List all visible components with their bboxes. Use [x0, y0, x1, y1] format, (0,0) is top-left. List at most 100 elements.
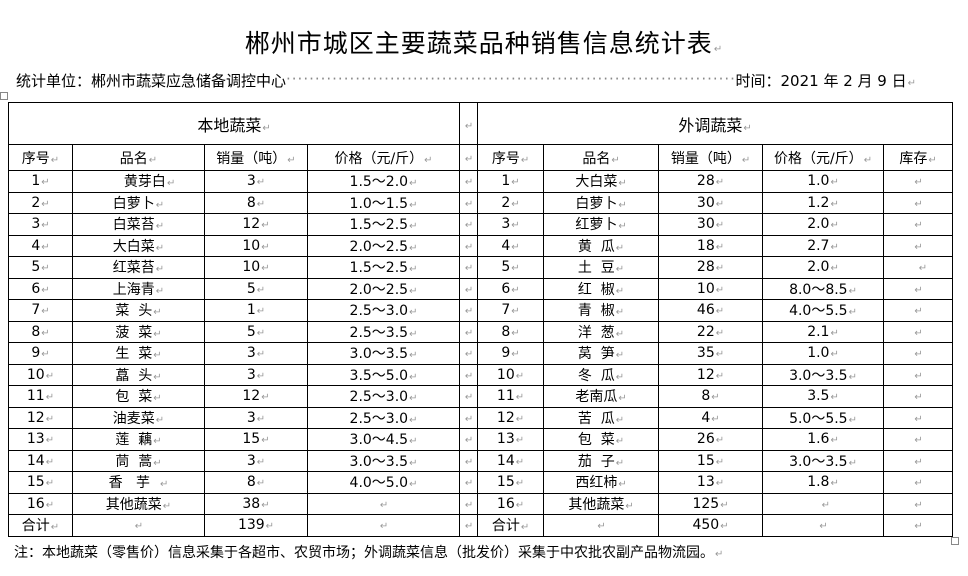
local-price-cell: 3.0～3.5 — [306, 342, 461, 365]
external-seq-cell: 合计 — [477, 514, 545, 537]
external-name-cell: 茄 子 — [543, 449, 660, 472]
table-row: 16其他蔬菜3816其他蔬菜125 — [8, 492, 954, 515]
external-name-cell — [543, 514, 660, 537]
external-name-cell: 冬 瓜 — [543, 363, 660, 386]
spacer-cell — [459, 102, 479, 145]
local-seq-cell: 7 — [8, 299, 73, 322]
table-resize-handle[interactable] — [951, 537, 959, 545]
external-seq-cell: 8 — [477, 320, 545, 343]
spacer-cell — [459, 363, 479, 386]
external-name-cell: 西红柿 — [543, 471, 660, 494]
local-sales-cell: 1 — [204, 299, 308, 322]
external-seq-cell: 5 — [477, 256, 545, 279]
local-sales-cell: 3 — [204, 406, 308, 429]
local-sales-cell: 5 — [204, 277, 308, 300]
external-name-cell: 白萝卜 — [543, 191, 660, 214]
local-seq-cell: 合计 — [8, 514, 73, 537]
document-title: 郴州市城区主要蔬菜品种销售信息统计表 — [0, 24, 968, 60]
external-seq-cell: 1 — [477, 170, 545, 193]
local-seq-cell: 4 — [8, 234, 73, 257]
local-seq-cell: 10 — [8, 363, 73, 386]
external-price-cell — [762, 514, 885, 537]
table-row: 2白萝卜81.0～1.52白萝卜301.2 — [8, 191, 954, 214]
local-name-cell: 大白菜 — [72, 234, 205, 257]
external-stock-cell — [883, 277, 954, 300]
external-seq-cell: 3 — [477, 213, 545, 236]
local-seq-cell: 3 — [8, 213, 73, 236]
external-seq-cell: 6 — [477, 277, 545, 300]
local-sales-cell: 3 — [204, 342, 308, 365]
local-price-cell: 2.5～3.5 — [306, 320, 461, 343]
local-name-cell: 包 菜 — [72, 385, 205, 408]
table-row: 3白菜苔121.5～2.53红萝卜302.0 — [8, 213, 954, 236]
external-price-cell: 2.0 — [762, 213, 885, 236]
table-row: 15香 芋 84.0～5.015西红柿131.8 — [8, 471, 954, 494]
external-column-header: 序号 — [477, 144, 545, 171]
table-row: 合计 139 合计 450 — [8, 514, 954, 537]
local-seq-cell: 1 — [8, 170, 73, 193]
local-price-cell: 4.0～5.0 — [306, 471, 461, 494]
external-seq-cell: 15 — [477, 471, 545, 494]
local-price-cell — [306, 514, 461, 537]
external-seq-cell: 9 — [477, 342, 545, 365]
external-sales-cell: 10 — [658, 277, 764, 300]
external-seq-cell: 16 — [477, 492, 545, 515]
local-seq-cell: 15 — [8, 471, 73, 494]
spacer-cell — [459, 256, 479, 279]
table-row: 8菠 菜52.5～3.58洋 葱222.1 — [8, 320, 954, 343]
local-seq-cell: 8 — [8, 320, 73, 343]
spacer-cell — [459, 144, 479, 171]
local-price-cell: 1.0～1.5 — [306, 191, 461, 214]
external-name-cell: 青 椒 — [543, 299, 660, 322]
external-column-header: 价格（元/斤） — [762, 144, 885, 171]
external-price-cell: 5.0～5.5 — [762, 406, 885, 429]
external-stock-cell — [883, 320, 954, 343]
local-price-cell: 3.0～4.5 — [306, 428, 461, 451]
local-seq-cell: 16 — [8, 492, 73, 515]
table-row: 5红菜苔101.5～2.55土 豆282.0 — [8, 256, 954, 279]
local-name-cell: 上海青 — [72, 277, 205, 300]
external-stock-cell — [883, 492, 954, 515]
local-price-cell: 2.5～3.0 — [306, 299, 461, 322]
local-sales-cell: 10 — [204, 234, 308, 257]
external-price-cell: 2.7 — [762, 234, 885, 257]
external-price-cell: 1.8 — [762, 471, 885, 494]
local-name-cell: 白萝卜 — [72, 191, 205, 214]
local-price-cell — [306, 492, 461, 515]
local-name-cell: 其他蔬菜 — [72, 492, 205, 515]
local-name-cell: 油麦菜 — [72, 406, 205, 429]
local-seq-cell: 13 — [8, 428, 73, 451]
spacer-cell — [459, 449, 479, 472]
local-price-cell: 1.5～2.5 — [306, 256, 461, 279]
local-sales-cell: 38 — [204, 492, 308, 515]
local-name-cell: 香 芋 — [72, 471, 205, 494]
table-move-handle[interactable] — [0, 92, 8, 100]
external-stock-cell — [883, 256, 954, 279]
external-column-header: 库存 — [883, 144, 954, 171]
external-stock-cell — [883, 191, 954, 214]
spacer-cell — [459, 170, 479, 193]
local-sales-cell: 8 — [204, 191, 308, 214]
external-sales-cell: 18 — [658, 234, 764, 257]
external-name-cell: 红 椒 — [543, 277, 660, 300]
external-price-cell: 2.0 — [762, 256, 885, 279]
external-stock-cell — [883, 234, 954, 257]
local-name-cell: 白菜苔 — [72, 213, 205, 236]
external-sales-cell: 30 — [658, 213, 764, 236]
table-row: 14茼 蒿33.0～3.514茄 子153.0～3.5 — [8, 449, 954, 472]
footnote: 注：本地蔬菜（零售价）信息采集于各超市、农贸市场；外调蔬菜信息（批发价）采集于中… — [14, 542, 723, 562]
spacer-cell — [459, 428, 479, 451]
external-price-cell — [762, 492, 885, 515]
external-price-cell: 3.5 — [762, 385, 885, 408]
local-sales-cell: 12 — [204, 213, 308, 236]
local-sales-cell: 3 — [204, 170, 308, 193]
external-price-cell: 1.6 — [762, 428, 885, 451]
external-stock-cell — [883, 514, 954, 537]
external-sales-cell: 15 — [658, 449, 764, 472]
external-name-cell: 土 豆 — [543, 256, 660, 279]
spacer-cell — [459, 213, 479, 236]
local-price-cell: 2.0～2.5 — [306, 234, 461, 257]
external-stock-cell — [883, 363, 954, 386]
table-row: 1 黄芽白31.5～2.01大白菜281.0 — [8, 170, 954, 193]
local-price-cell: 2.0～2.5 — [306, 277, 461, 300]
